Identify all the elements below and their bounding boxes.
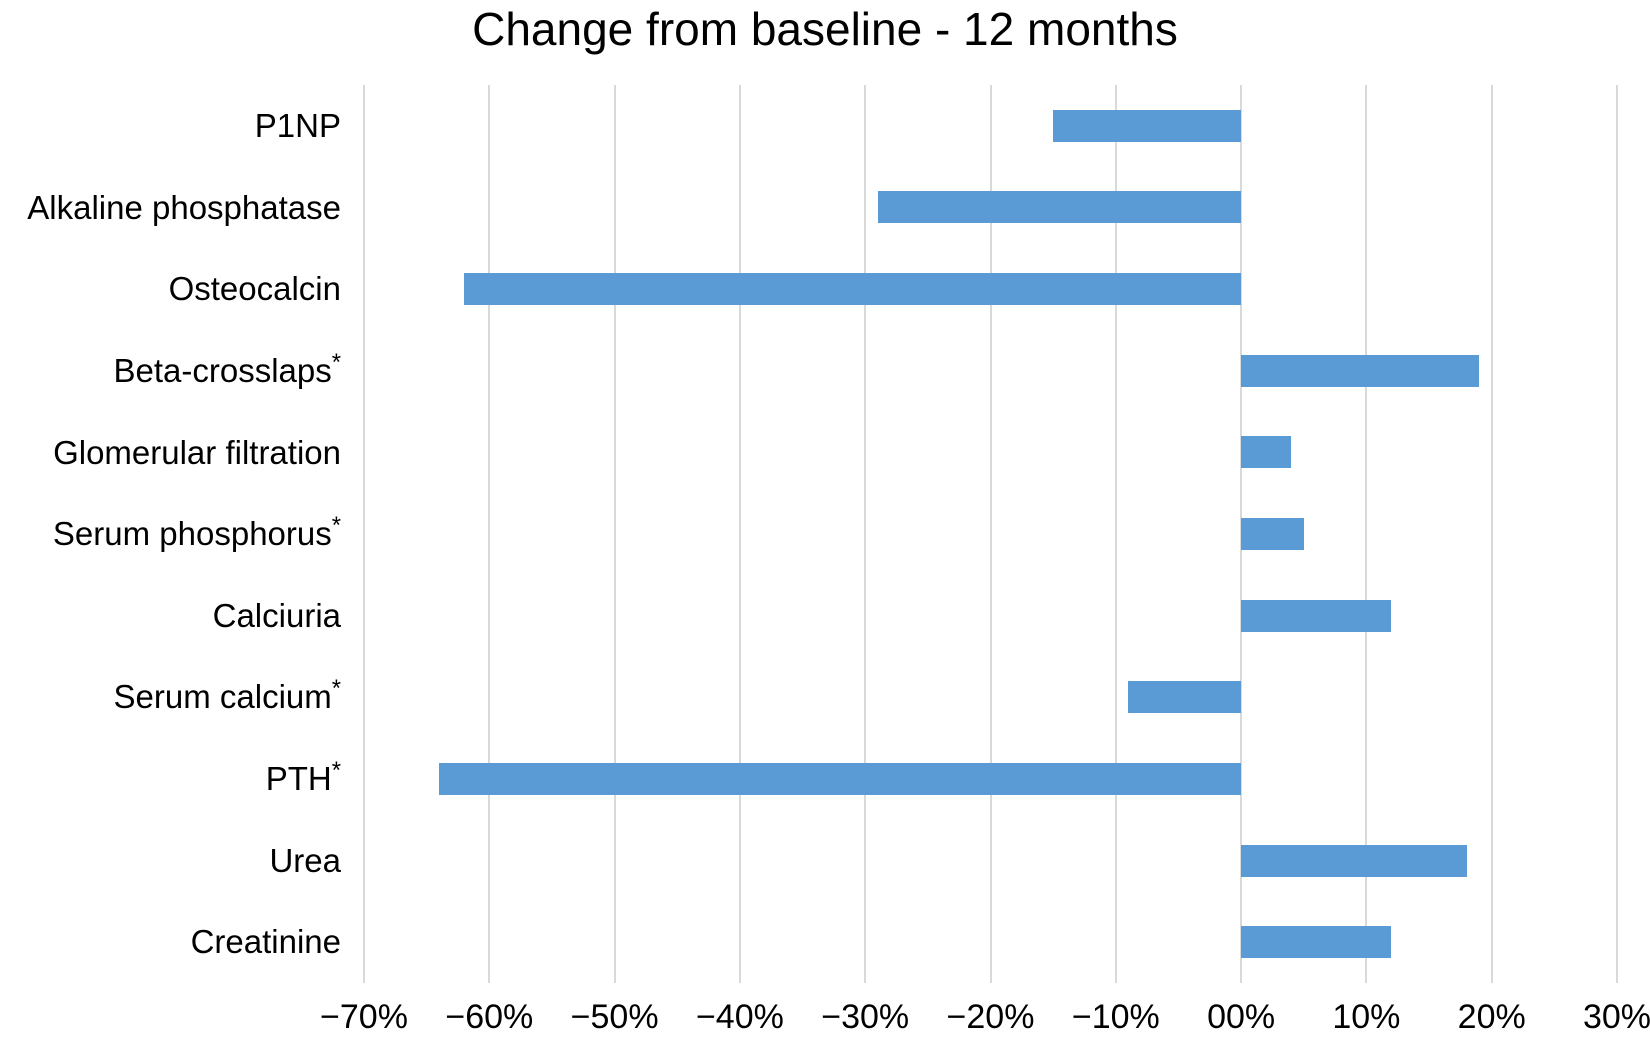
gridline xyxy=(864,85,867,983)
significance-asterisk: * xyxy=(331,512,341,540)
bar-osteocalcin xyxy=(464,273,1242,306)
gridline xyxy=(989,85,992,983)
bar-beta-crosslaps xyxy=(1241,354,1480,387)
bar-alkaline-phosphatase xyxy=(877,191,1242,224)
x-tick-label: −10% xyxy=(1071,998,1160,1036)
gridline xyxy=(613,85,616,983)
x-tick-label: −70% xyxy=(320,998,408,1036)
significance-asterisk: * xyxy=(331,675,341,703)
bar-serum-phosphorus xyxy=(1241,518,1304,550)
x-tick-label: 20% xyxy=(1457,998,1526,1036)
gridline xyxy=(363,85,365,983)
category-axis: P1NP Alkaline phosphatase Osteocalcin Beta-… xyxy=(0,85,341,983)
significance-asterisk: * xyxy=(331,757,341,785)
significance-asterisk: * xyxy=(331,348,341,376)
category-label: Alkaline phosphatase xyxy=(27,188,341,226)
bar-calciuria xyxy=(1241,599,1392,632)
category-label: PTH* xyxy=(265,757,341,798)
bar-urea xyxy=(1241,844,1467,877)
bar-creatinine xyxy=(1241,926,1392,959)
category-label: Creatinine xyxy=(190,923,341,961)
gridline xyxy=(1114,85,1117,983)
gridline xyxy=(1490,85,1493,983)
x-tick-label: −30% xyxy=(821,998,910,1036)
x-tick-label: −40% xyxy=(695,998,784,1036)
category-label: Calciuria xyxy=(212,596,341,634)
gridline xyxy=(488,85,491,983)
category-label: Glomerular filtration xyxy=(53,433,341,471)
category-label: Serum phosphorus* xyxy=(52,512,341,553)
bar-pth xyxy=(439,762,1242,795)
plot-area xyxy=(363,85,1618,983)
x-tick-label: 30% xyxy=(1582,998,1650,1036)
category-label: P1NP xyxy=(254,107,341,144)
x-tick-label: 10% xyxy=(1332,998,1401,1036)
x-tick-label: −50% xyxy=(570,998,659,1036)
chart-title: Change from baseline - 12 months xyxy=(472,3,1178,55)
gridline xyxy=(1365,85,1368,983)
gridline xyxy=(738,85,741,983)
category-label: Osteocalcin xyxy=(168,270,341,308)
category-label: Serum calcium* xyxy=(113,675,341,716)
x-tick-label: 00% xyxy=(1207,998,1276,1036)
bar-serum-calcium xyxy=(1128,681,1242,714)
category-label: Urea xyxy=(269,841,341,879)
bar-glomerular-filtration xyxy=(1241,436,1292,469)
bar-p1np xyxy=(1053,109,1242,142)
x-tick-label: −20% xyxy=(946,998,1035,1036)
x-tick-label: −60% xyxy=(445,998,534,1036)
gridline xyxy=(1616,85,1618,983)
category-label: Beta-crosslaps* xyxy=(113,348,341,389)
x-axis: −70% −60% −50% −40% −30% −20% −10% 00% 10% 20% 30% xyxy=(0,998,1650,1038)
